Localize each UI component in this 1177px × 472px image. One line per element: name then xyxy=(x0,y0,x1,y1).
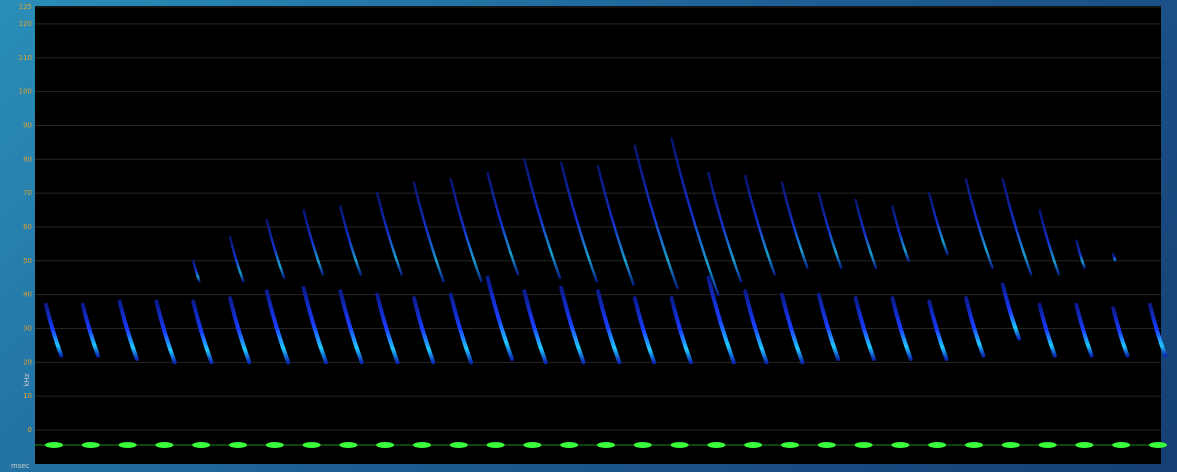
waveform-pulse xyxy=(928,442,946,448)
y-tick-label: 50 xyxy=(23,257,32,265)
y-tick-label: 20 xyxy=(23,358,32,366)
y-tick-label: 110 xyxy=(19,54,32,62)
y-tick-label: 120 xyxy=(19,20,32,28)
waveform-pulse xyxy=(45,442,63,448)
waveform-pulse xyxy=(1112,442,1130,448)
y-axis-label: kHz xyxy=(23,373,31,386)
waveform-pulse xyxy=(155,442,173,448)
waveform-pulse xyxy=(303,442,321,448)
page: {"chart_data": {"type": "spectrogram", "… xyxy=(0,0,1177,472)
waveform-pulse xyxy=(82,442,100,448)
waveform-pulse xyxy=(781,442,799,448)
waveform-pulse xyxy=(1002,442,1020,448)
waveform-pulse xyxy=(1149,442,1167,448)
waveform-pulse xyxy=(671,442,689,448)
plot-area xyxy=(35,6,1161,464)
waveform-pulse xyxy=(413,442,431,448)
waveform-pulse xyxy=(597,442,615,448)
waveform-pulse xyxy=(229,442,247,448)
waveform-pulse xyxy=(119,442,137,448)
y-tick-label: 10 xyxy=(23,392,32,400)
y-tick-label: 90 xyxy=(23,121,32,129)
waveform-pulse xyxy=(744,442,762,448)
waveform-pulse xyxy=(891,442,909,448)
y-tick-label: 70 xyxy=(23,189,32,197)
waveform-pulse xyxy=(450,442,468,448)
x-axis-label: msec xyxy=(11,462,30,470)
y-tick-label: 100 xyxy=(19,88,32,96)
chart: msec kHz 0 10 20 30 40 50 60 70 80 90 100 110 120 125 xyxy=(0,0,1177,472)
waveform-pulse xyxy=(965,442,983,448)
waveform-pulse xyxy=(1075,442,1093,448)
y-tick-label: 0 xyxy=(28,426,32,434)
waveform-pulse xyxy=(1039,442,1057,448)
waveform-pulse xyxy=(266,442,284,448)
waveform-pulse xyxy=(855,442,873,448)
waveform-pulse xyxy=(523,442,541,448)
waveform-pulse xyxy=(818,442,836,448)
y-tick-label: 125 xyxy=(19,3,32,11)
y-tick-label: 60 xyxy=(23,223,32,231)
waveform-pulse xyxy=(634,442,652,448)
y-tick-label: 30 xyxy=(23,324,32,332)
waveform-pulse xyxy=(192,442,210,448)
waveform-pulse xyxy=(560,442,578,448)
y-tick-label: 40 xyxy=(23,291,32,299)
y-tick-label: 80 xyxy=(23,155,32,163)
waveform-pulse xyxy=(487,442,505,448)
waveform-pulse xyxy=(339,442,357,448)
waveform-pulse xyxy=(707,442,725,448)
waveform-pulse xyxy=(376,442,394,448)
